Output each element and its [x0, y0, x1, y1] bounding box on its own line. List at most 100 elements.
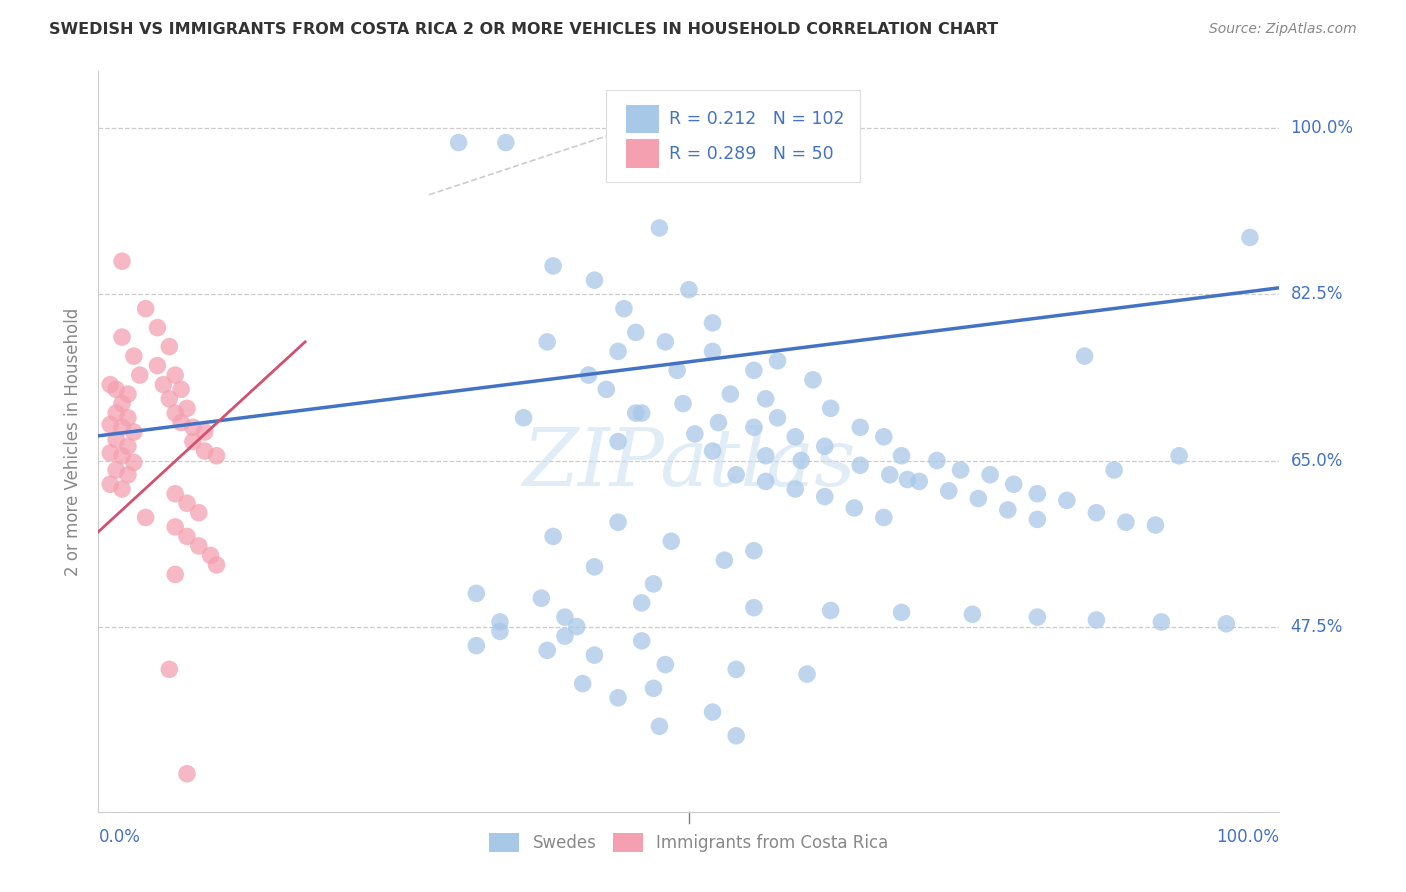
- Point: [205, 558, 228, 572]
- Point: [607, 434, 630, 449]
- Point: [205, 449, 228, 463]
- Point: [678, 283, 700, 297]
- Point: [98, 446, 121, 460]
- Text: ZIPatlas: ZIPatlas: [522, 425, 856, 502]
- Point: [672, 396, 695, 410]
- Point: [512, 410, 534, 425]
- Point: [925, 453, 948, 467]
- Point: [157, 340, 180, 354]
- Point: [1002, 477, 1025, 491]
- Point: [607, 690, 630, 705]
- Y-axis label: 2 or more Vehicles in Household: 2 or more Vehicles in Household: [65, 308, 83, 575]
- Point: [181, 420, 204, 434]
- Point: [648, 719, 671, 733]
- Point: [465, 639, 488, 653]
- Point: [536, 334, 558, 349]
- Point: [630, 596, 652, 610]
- Text: 100.0%: 100.0%: [1216, 829, 1279, 847]
- Point: [725, 662, 748, 676]
- Point: [890, 606, 912, 620]
- Point: [755, 449, 778, 463]
- FancyBboxPatch shape: [626, 104, 659, 133]
- Point: [165, 368, 187, 383]
- Point: [896, 473, 918, 487]
- Point: [755, 475, 778, 489]
- Point: [170, 382, 193, 396]
- Point: [117, 387, 139, 401]
- FancyBboxPatch shape: [606, 90, 860, 183]
- Point: [1026, 487, 1049, 501]
- Point: [194, 444, 217, 458]
- Point: [624, 406, 647, 420]
- Point: [122, 455, 145, 469]
- Point: [962, 607, 984, 622]
- Point: [702, 316, 724, 330]
- Point: [766, 354, 789, 368]
- Point: [725, 729, 748, 743]
- Point: [554, 610, 576, 624]
- Point: [702, 705, 724, 719]
- Point: [713, 553, 735, 567]
- Point: [820, 603, 842, 617]
- Point: [187, 539, 209, 553]
- Point: [176, 529, 198, 543]
- Point: [702, 344, 724, 359]
- Point: [814, 439, 837, 453]
- Point: [122, 425, 145, 439]
- Point: [707, 416, 730, 430]
- Point: [176, 401, 198, 416]
- Point: [630, 406, 652, 420]
- Point: [111, 449, 134, 463]
- Point: [583, 559, 606, 574]
- Point: [111, 254, 134, 268]
- Text: 47.5%: 47.5%: [1291, 617, 1343, 636]
- Text: 0.0%: 0.0%: [98, 829, 141, 847]
- Point: [152, 377, 174, 392]
- Point: [187, 506, 209, 520]
- Point: [742, 600, 765, 615]
- Point: [117, 467, 139, 482]
- Point: [489, 624, 512, 639]
- Point: [742, 543, 765, 558]
- Point: [702, 444, 724, 458]
- Point: [938, 483, 960, 498]
- Point: [785, 482, 807, 496]
- Point: [879, 467, 901, 482]
- Point: [98, 477, 121, 491]
- Point: [796, 667, 818, 681]
- Text: 82.5%: 82.5%: [1291, 285, 1343, 303]
- Point: [146, 359, 169, 373]
- Point: [725, 467, 748, 482]
- Point: [194, 425, 217, 439]
- Point: [447, 136, 470, 150]
- Point: [489, 615, 512, 629]
- Point: [1085, 506, 1108, 520]
- Point: [165, 487, 187, 501]
- Point: [1239, 230, 1261, 244]
- Point: [98, 377, 121, 392]
- Point: [105, 382, 128, 396]
- Point: [844, 500, 866, 515]
- Point: [541, 259, 564, 273]
- Point: [1144, 518, 1167, 533]
- Point: [530, 591, 553, 606]
- Point: [105, 406, 128, 420]
- Point: [465, 586, 488, 600]
- Point: [1073, 349, 1095, 363]
- Point: [170, 416, 193, 430]
- Point: [873, 430, 896, 444]
- Point: [1150, 615, 1173, 629]
- Point: [1056, 493, 1078, 508]
- Point: [111, 482, 134, 496]
- Point: [1115, 515, 1137, 529]
- Text: 65.0%: 65.0%: [1291, 451, 1343, 469]
- Point: [176, 766, 198, 780]
- Point: [105, 433, 128, 447]
- Point: [165, 406, 187, 420]
- Point: [1026, 512, 1049, 526]
- Point: [200, 549, 222, 563]
- Point: [1085, 613, 1108, 627]
- Point: [654, 334, 676, 349]
- Point: [820, 401, 842, 416]
- Point: [654, 657, 676, 672]
